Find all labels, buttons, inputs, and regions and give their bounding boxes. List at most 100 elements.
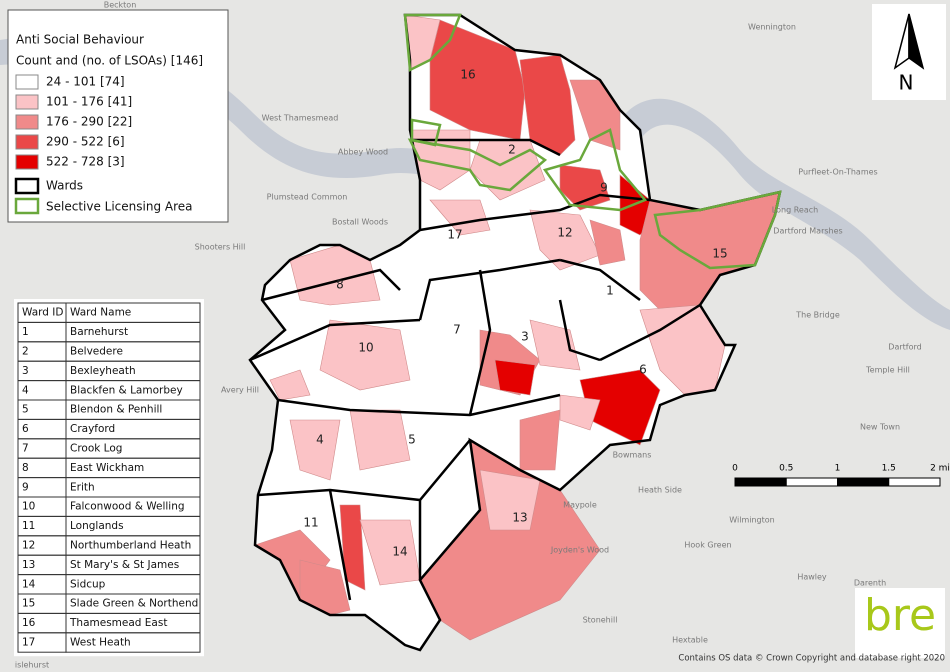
place-name: Wennington	[748, 23, 796, 32]
place-name: Shooters Hill	[195, 243, 246, 252]
legend-label: 176 - 290 [22]	[46, 115, 132, 129]
place-name: Beckton	[104, 1, 137, 10]
scale-segment	[888, 477, 941, 487]
legend-subtitle: Count and (no. of LSOAs) [146]	[16, 54, 203, 68]
lsoa-area	[519, 409, 561, 471]
table-text: 6	[22, 423, 29, 435]
scale-label: 2 mi	[930, 464, 950, 474]
north-label: N	[899, 71, 914, 95]
place-name: New Town	[860, 423, 900, 432]
place-name: Stonehill	[583, 616, 618, 625]
table-text: 16	[22, 617, 36, 629]
legend-box	[7, 9, 229, 223]
legend-label: 522 - 728 [3]	[46, 155, 125, 169]
legend-label: Selective Licensing Area	[46, 200, 193, 214]
ward-number: 1	[606, 284, 614, 298]
licensing-area	[653, 190, 782, 270]
place-name: Heath Side	[638, 486, 682, 495]
place-name: Avery Hill	[221, 386, 259, 395]
legend-label: 101 - 176 [41]	[46, 95, 132, 109]
legend-swatch	[15, 94, 39, 110]
licensing-area	[542, 128, 648, 212]
ward-number: 15	[712, 247, 727, 261]
table-text: Erith	[70, 481, 95, 493]
table-text: 8	[22, 462, 29, 474]
lsoa-area	[529, 209, 601, 271]
place-name: Purfleet-On-Thames	[798, 168, 877, 177]
place-name: West Thamesmead	[262, 114, 339, 123]
scale-segment	[785, 477, 838, 487]
licensing-area	[403, 13, 462, 72]
lsoa-area	[559, 164, 611, 211]
ward-number: 2	[508, 143, 516, 157]
place-name: Joyden's Wood	[550, 546, 609, 555]
table-text: Sidcup	[70, 578, 106, 590]
lsoa-area	[494, 359, 536, 396]
legend-swatch	[14, 197, 40, 215]
legend-swatch	[15, 134, 39, 150]
place-name: Abbey Wood	[338, 148, 388, 157]
licensing-areas	[403, 13, 782, 270]
lsoa-area	[269, 369, 311, 401]
ward-number: 14	[392, 545, 407, 559]
ward-number: 3	[521, 330, 529, 344]
table-text: Falconwood & Welling	[70, 501, 185, 513]
legend-swatch	[14, 177, 40, 195]
table-text: 14	[22, 578, 36, 590]
table-text: Crook Log	[70, 443, 122, 455]
ward-number: 13	[512, 511, 527, 525]
north-arrow	[908, 13, 925, 70]
place-name: Plumstead Common	[267, 193, 348, 202]
lsoa-area	[339, 504, 366, 591]
ward-number: 6	[639, 363, 647, 377]
lsoa-area	[299, 559, 351, 616]
place-name: Dartford Marshes	[773, 227, 842, 236]
place-name: Temple Hill	[865, 366, 910, 375]
table-text: Bexleyheath	[70, 365, 136, 377]
legend-swatch	[15, 74, 39, 90]
ward-number: 11	[303, 516, 318, 530]
lsoa-area	[349, 409, 411, 471]
table-text: 12	[22, 540, 35, 552]
place-name: Hook Green	[684, 541, 731, 550]
place-name: Hawley	[797, 573, 827, 582]
table-text: Crayford	[70, 423, 115, 435]
table-text: 10	[22, 501, 35, 513]
logo-box	[855, 588, 945, 658]
table-cell	[65, 632, 201, 653]
place-name: Wilmington	[729, 516, 774, 525]
table-text: 1	[22, 326, 29, 338]
table-text: Northumberland Heath	[70, 540, 191, 552]
lsoa-area	[479, 469, 541, 531]
place-name: Hextable	[672, 636, 708, 645]
table-text: Slade Green & Northend	[70, 598, 198, 610]
table-text: 9	[22, 481, 29, 493]
ward-number: 17	[447, 228, 462, 242]
attribution: Contains OS data © Crown Copyright and d…	[678, 654, 945, 664]
ward-number: 16	[460, 68, 475, 82]
scale-label: 1.5	[882, 464, 896, 474]
scale-label: 0.5	[779, 464, 793, 474]
place-name: Dartford	[888, 343, 921, 352]
ward-line	[249, 138, 701, 601]
licensing-area	[407, 138, 548, 192]
ward-number: 7	[453, 323, 461, 337]
lsoa-layer	[249, 14, 781, 651]
legend-label: 290 - 522 [6]	[46, 135, 125, 149]
table-text: Ward ID	[22, 307, 63, 319]
ward-number: 10	[358, 341, 373, 355]
table-text: 2	[22, 346, 29, 358]
table-text: Ward Name	[70, 307, 131, 319]
table-text: Belvedere	[70, 346, 123, 358]
legend-title: Anti Social Behaviour	[16, 33, 144, 47]
lsoa-area	[429, 19, 526, 141]
scale-segment	[734, 477, 787, 487]
table-text: 13	[22, 559, 35, 571]
table-text: 17	[22, 637, 35, 649]
place-name: Maypole	[563, 501, 597, 510]
place-name: Darenth	[854, 579, 886, 588]
table-text: East Wickham	[70, 462, 144, 474]
legend-swatch	[15, 154, 39, 170]
scale-segment	[837, 477, 890, 487]
